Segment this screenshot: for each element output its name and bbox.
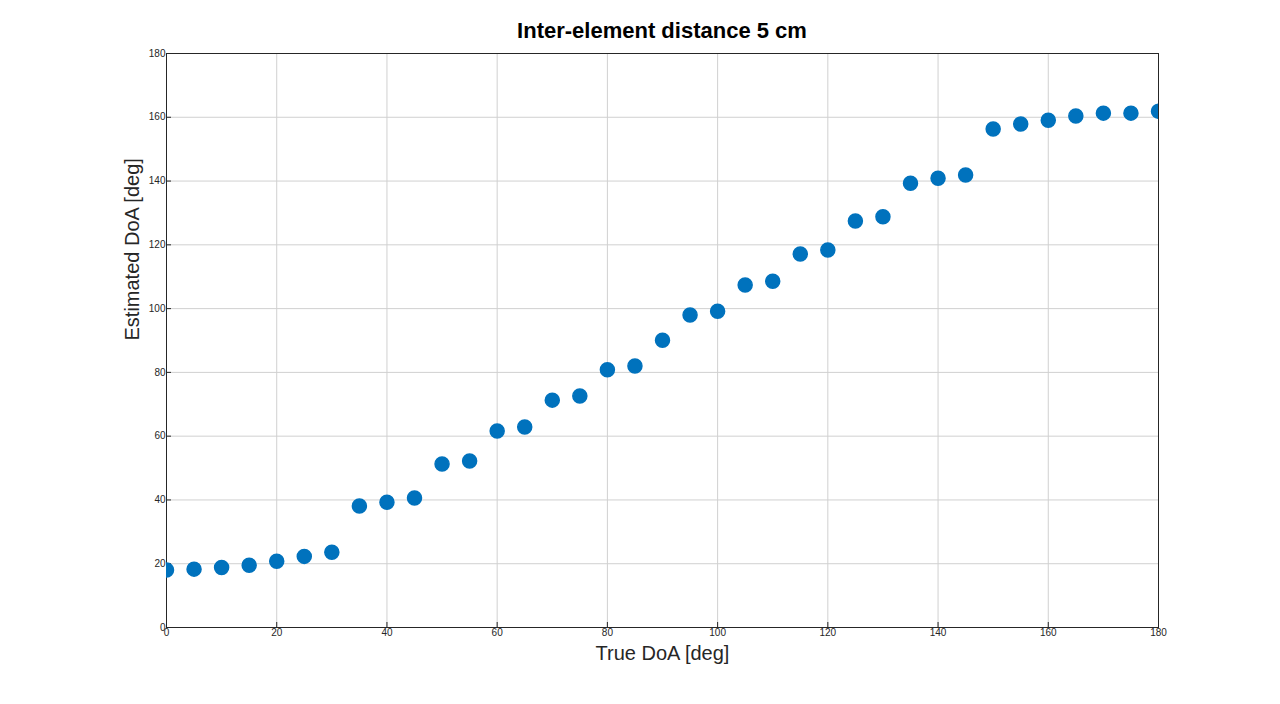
svg-text:60: 60 [154, 430, 166, 441]
svg-text:100: 100 [149, 303, 166, 314]
svg-text:20: 20 [271, 627, 283, 638]
svg-text:80: 80 [602, 627, 614, 638]
svg-text:True DoA [deg]: True DoA [deg] [596, 642, 730, 664]
html-text:Inter-element distance 5 cm: Inter-element distance 5 cm [517, 18, 807, 43]
svg-text:100: 100 [709, 627, 726, 638]
svg-text:140: 140 [149, 175, 166, 186]
svg-text:120: 120 [819, 627, 836, 638]
svg-text:Estimated DoA [deg]: Estimated DoA [deg] [121, 158, 143, 340]
svg-text:60: 60 [492, 627, 504, 638]
svg-text:20: 20 [154, 558, 166, 569]
svg-text:160: 160 [1040, 627, 1057, 638]
svg-text:180: 180 [1150, 627, 1167, 638]
svg-text:120: 120 [149, 239, 166, 250]
svg-text:180: 180 [149, 48, 166, 59]
svg-text:40: 40 [381, 627, 393, 638]
svg-text:160: 160 [149, 111, 166, 122]
svg-text:80: 80 [154, 367, 166, 378]
svg-text:40: 40 [154, 494, 166, 505]
svg-text:0: 0 [163, 626, 170, 638]
svg-text:0: 0 [160, 622, 166, 633]
svg-text:140: 140 [930, 627, 947, 638]
